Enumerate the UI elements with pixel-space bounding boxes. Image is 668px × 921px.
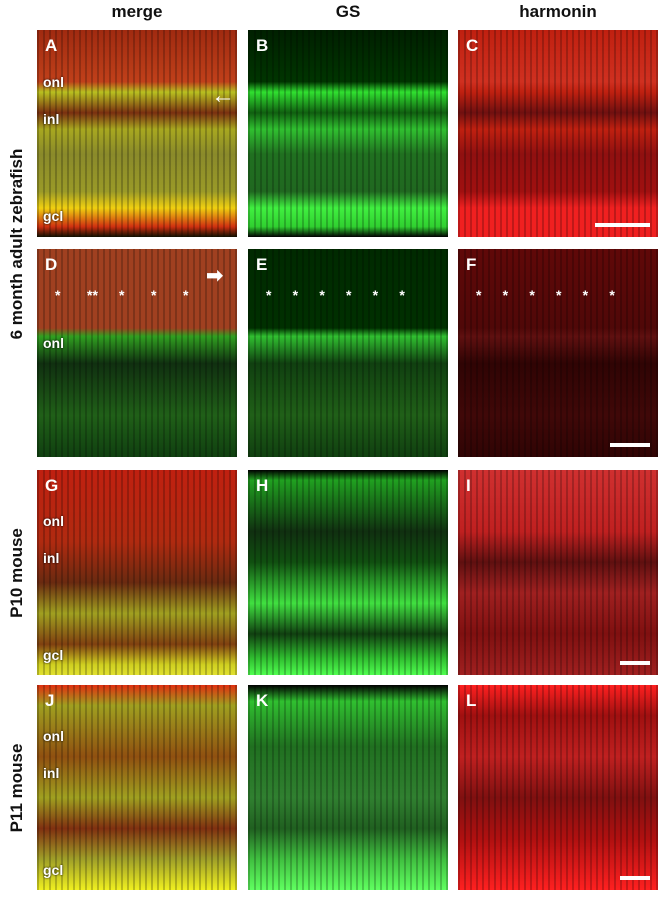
asterisk-marker: * <box>55 287 61 303</box>
scale-bar <box>595 223 650 227</box>
micrograph-panel-E: E * * * * * * <box>248 249 448 457</box>
asterisk-marker: * <box>582 287 589 303</box>
asterisk-marker: * <box>151 287 157 303</box>
panel-label: E <box>256 255 268 274</box>
texture <box>458 470 658 675</box>
panel-label: K <box>256 691 269 710</box>
micrograph-panel-B: B <box>248 30 448 237</box>
micrograph-panel-I: I <box>458 470 658 675</box>
asterisk-marker: * <box>476 287 482 303</box>
layer-label-inl: inl <box>43 765 60 782</box>
layer-label-onl: onl <box>43 73 64 90</box>
asterisk-marker: * <box>266 287 272 303</box>
asterisk-marker: * <box>372 287 379 303</box>
asterisk-marker: * <box>346 287 352 303</box>
asterisk-marker: * <box>529 287 535 303</box>
panel-label: H <box>256 476 269 495</box>
layer-label-onl: onl <box>43 334 64 351</box>
texture <box>37 470 237 675</box>
row-label: 6 month adult zebrafish <box>7 148 26 339</box>
asterisk-marker: * <box>183 287 189 303</box>
panel-label: J <box>45 691 55 710</box>
texture <box>37 685 237 890</box>
texture <box>37 249 237 457</box>
panel-label: F <box>466 255 477 274</box>
scale-bar <box>620 661 650 665</box>
layer-label-onl: onl <box>43 513 64 530</box>
texture <box>248 30 448 237</box>
micrograph-panel-C: C <box>458 30 658 237</box>
asterisk-marker: * <box>399 287 405 303</box>
panel-label: D <box>45 255 58 274</box>
panel-label: B <box>256 36 269 55</box>
row-label: P11 mouse <box>7 743 26 832</box>
panel-label: G <box>45 476 59 495</box>
arrow-right-icon: ➡ <box>206 265 223 287</box>
column-header-GS: GS <box>335 2 361 21</box>
texture <box>248 249 448 457</box>
micrograph-panel-L: L <box>458 685 658 890</box>
panel-label: A <box>45 36 58 55</box>
arrow-left-icon: ← <box>211 82 235 109</box>
column-header-harmonin: harmonin <box>519 2 597 21</box>
asterisk-marker: * <box>292 287 299 303</box>
texture <box>458 249 658 457</box>
asterisk-marker: * <box>119 287 125 303</box>
layer-label-gcl: gcl <box>43 208 64 225</box>
micrograph-panel-K: K <box>248 685 448 890</box>
asterisk-marker: * <box>502 287 509 303</box>
scale-bar <box>610 443 650 447</box>
panel-label: C <box>466 36 479 55</box>
texture <box>37 30 237 237</box>
panel-label: L <box>466 691 477 710</box>
layer-label-onl: onl <box>43 728 64 745</box>
texture <box>248 470 448 675</box>
asterisk-marker: ** <box>87 287 98 303</box>
texture <box>248 685 448 890</box>
layer-label-gcl: gcl <box>43 646 64 663</box>
asterisk-marker: * <box>556 287 562 303</box>
layer-label-inl: inl <box>43 550 60 567</box>
scale-bar <box>620 876 650 880</box>
column-header-merge: merge <box>111 2 163 21</box>
asterisk-marker: * <box>319 287 325 303</box>
layer-label-gcl: gcl <box>43 861 64 878</box>
layer-label-inl: inl <box>43 111 60 127</box>
panel-label: I <box>466 476 471 495</box>
texture <box>458 685 658 890</box>
asterisk-marker: * <box>609 287 615 303</box>
micrograph-panel-F: F * * * * * * <box>458 249 658 457</box>
row-label: P10 mouse <box>7 527 26 618</box>
micrograph-panel-H: H <box>248 470 448 675</box>
texture <box>458 30 658 237</box>
